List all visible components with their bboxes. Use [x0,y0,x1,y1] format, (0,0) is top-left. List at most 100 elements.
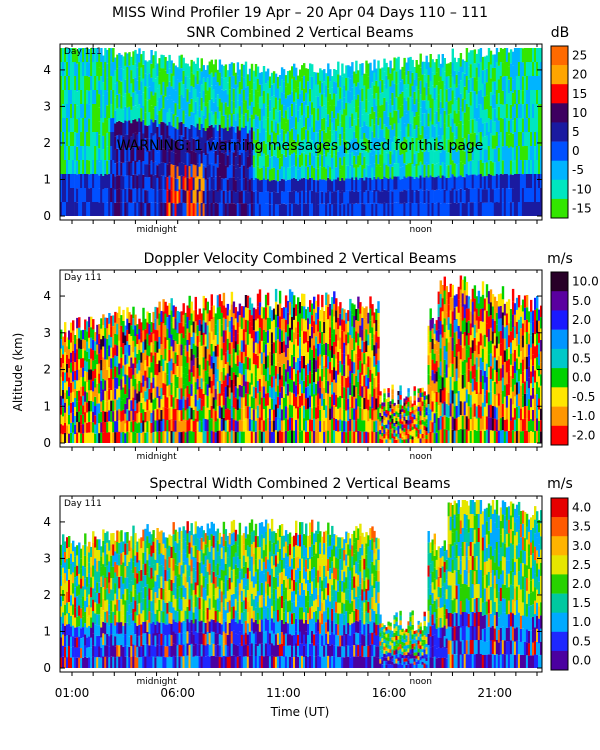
heatmap-cell [146,61,149,75]
heatmap-cell [142,64,145,79]
heatmap-cell [136,121,139,135]
heatmap-cell [379,399,382,405]
heatmap-cell [136,383,139,394]
heatmap-cell [355,138,358,152]
heatmap-cell [343,121,346,133]
heatmap-cell [305,68,308,81]
heatmap-cell [497,120,501,135]
heatmap-cell [258,180,262,193]
heatmap-cell [329,338,332,351]
heatmap-cell [377,125,380,139]
heatmap-cell [126,375,129,387]
heatmap-cell [278,341,282,355]
heatmap-cell [319,321,322,333]
heatmap-cell [463,203,467,216]
heatmap-cell [485,149,489,163]
heatmap-cell [347,420,350,432]
heatmap-cell [160,366,163,377]
heatmap-cell [262,116,266,129]
heatmap-cell [246,180,250,193]
heatmap-cell [204,179,207,192]
heatmap-cell [341,342,344,354]
heatmap-cell [297,99,300,111]
heatmap-cell [258,204,262,216]
heatmap-cell [122,398,125,410]
heatmap-cell [270,398,274,410]
heatmap-cell [208,310,211,322]
heatmap-cell [214,367,217,379]
heatmap-cell [204,406,207,419]
heatmap-cell [100,411,103,423]
heatmap-cell [268,181,272,193]
heatmap-cell [369,177,372,191]
heatmap-cell [309,165,312,178]
heatmap-cell [186,420,189,432]
heatmap-cell [395,433,398,437]
heatmap-cell [272,331,276,343]
heatmap-cell [150,91,153,106]
heatmap-cell [108,62,111,76]
heatmap-cell [501,132,505,147]
heatmap-cell [337,164,340,178]
heatmap-cell [138,188,141,202]
heatmap-cell [276,396,280,409]
heatmap-cell [220,77,224,90]
heatmap-cell [240,374,244,386]
heatmap-cell [182,57,185,71]
heatmap-cell [116,367,119,378]
heatmap-cell [186,76,189,90]
heatmap-cell [499,48,503,62]
heatmap-cell [383,415,386,421]
heatmap-cell [307,352,310,364]
heatmap-cell [389,86,392,100]
heatmap-cell [465,62,469,76]
heatmap-cell [264,71,268,84]
heatmap-cell [156,330,159,342]
heatmap-cell [284,307,288,320]
heatmap-cell [329,142,332,155]
heatmap-cell [367,388,370,400]
heatmap-cell [538,118,541,132]
heatmap-cell [515,146,519,160]
heatmap-cell [361,374,364,387]
heatmap-field [60,48,543,216]
heatmap-cell [102,68,105,83]
heatmap-cell [258,353,262,367]
heatmap-cell [337,363,340,375]
heatmap-cell [385,424,388,429]
heatmap-cell [172,177,175,191]
heatmap-cell [206,153,209,166]
heatmap-cell [140,352,143,363]
heatmap-cell [138,48,141,63]
heatmap-cell [250,63,254,77]
heatmap-cell [337,190,340,204]
heatmap-cell [441,54,444,68]
heatmap-cell [256,318,260,331]
heatmap-cell [242,77,246,90]
heatmap-cell [375,320,378,332]
heatmap-cell [134,188,137,203]
heatmap-cell [391,428,394,434]
heatmap-cell [351,203,354,216]
heatmap-cell [256,306,260,319]
heatmap-cell [369,113,372,127]
heatmap-cell [202,90,205,103]
heatmap-cell [216,179,220,192]
heatmap-cell [497,134,501,148]
heatmap-cell [244,406,248,419]
heatmap-cell [110,90,113,105]
heatmap-cell [140,432,143,443]
heatmap-cell [361,177,364,191]
heatmap-cell [142,202,145,216]
heatmap-cell [154,106,157,120]
heatmap-cell [62,174,65,188]
heatmap-cell [186,165,189,178]
heatmap-cell [238,93,242,107]
heatmap-cell [421,151,424,165]
heatmap-cell [321,368,324,382]
heatmap-cell [517,160,521,174]
heatmap-cell [74,62,77,76]
heatmap-cell [375,130,378,143]
heatmap-cell [463,138,467,152]
heatmap-cell [230,139,234,152]
